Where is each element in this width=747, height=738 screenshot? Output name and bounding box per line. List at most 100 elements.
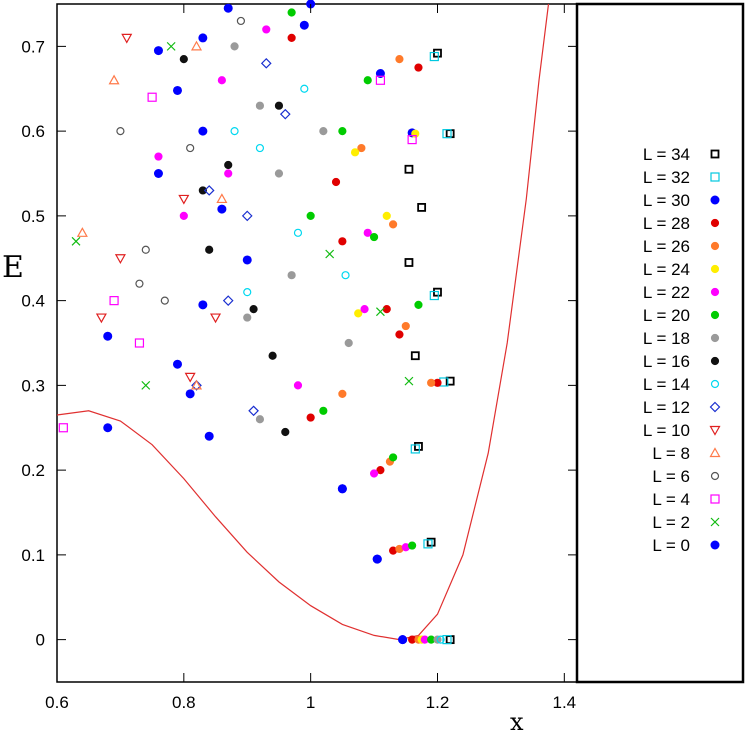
data-point (248, 405, 259, 417)
legend-marker (710, 471, 720, 481)
legend-frame (575, 2, 745, 684)
data-point (287, 33, 296, 43)
data-point (404, 376, 414, 386)
x-tick-label: 0.8 (172, 693, 196, 712)
legend-label: L = 14 (643, 375, 690, 394)
legend-label: L = 26 (643, 237, 690, 256)
data-point (414, 63, 423, 72)
legend-marker (710, 241, 720, 251)
data-point (423, 539, 433, 549)
data-point (116, 127, 125, 136)
series-l-28 (287, 33, 442, 644)
data-point (404, 258, 414, 267)
series-l-20 (287, 8, 436, 644)
y-axis-label: E (2, 250, 24, 285)
data-point (410, 351, 420, 361)
data-point (186, 143, 195, 153)
data-point (433, 48, 442, 58)
x-tick-label: 1.2 (426, 693, 450, 712)
data-point (172, 359, 182, 369)
data-point (217, 76, 226, 85)
data-point (141, 245, 150, 254)
data-point (293, 381, 303, 390)
data-point (190, 40, 203, 51)
data-point (166, 41, 176, 51)
legend-label: L = 24 (643, 260, 690, 279)
data-point (134, 338, 145, 348)
data-point (198, 33, 208, 43)
y-tick-label: 0.4 (21, 292, 45, 311)
legend: L = 34 L = 32 L = 30 L = 28 L = 26 L = 24 L = … (643, 145, 721, 555)
data-point (319, 127, 328, 136)
legend-marker (710, 356, 720, 366)
data-point (108, 74, 120, 85)
x-tick-label: 1.4 (552, 693, 576, 712)
y-tick-label: 0.3 (21, 376, 45, 395)
legend-marker (709, 447, 721, 458)
series-l-8 (76, 40, 228, 390)
data-point (216, 193, 228, 204)
x-tick-label: 0.6 (45, 693, 69, 712)
data-point (293, 228, 303, 237)
data-point (236, 16, 246, 26)
data-point (442, 635, 452, 645)
data-point (376, 466, 385, 475)
data-point (363, 76, 372, 85)
series-l-14 (230, 84, 445, 644)
data-point (153, 169, 163, 178)
curves-layer (56, 3, 550, 641)
legend-label: L = 0 (652, 536, 690, 555)
series-l-32 (410, 51, 452, 645)
data-point (445, 635, 455, 645)
y-tick-label: 0.6 (21, 122, 45, 141)
data-point (205, 245, 214, 254)
data-point (184, 372, 196, 383)
data-point (204, 431, 214, 441)
legend-label: L = 34 (643, 145, 690, 164)
data-point (224, 169, 233, 178)
data-point (338, 127, 347, 136)
data-point (58, 423, 68, 433)
data-point (445, 376, 455, 386)
data-point (382, 211, 391, 220)
data-point (71, 236, 81, 246)
series-l-24 (350, 129, 426, 644)
data-point (114, 254, 126, 264)
data-point (243, 288, 252, 297)
y-tick-label: 0.2 (21, 461, 45, 480)
potential-curve (56, 3, 550, 641)
data-point (103, 423, 113, 433)
data-point (287, 271, 296, 280)
data-point (160, 296, 169, 305)
data-point (260, 57, 272, 69)
legend-marker (710, 379, 720, 389)
legend-marker (710, 172, 720, 182)
data-point (445, 129, 455, 139)
legend-marker (709, 401, 721, 413)
data-point (179, 54, 188, 64)
series-l-22 (154, 25, 429, 644)
legend-label: L = 2 (652, 513, 690, 532)
data-point (369, 232, 379, 242)
data-point (375, 75, 386, 85)
data-point (230, 127, 239, 136)
data-point (179, 211, 188, 220)
x-tick-label: 1 (306, 693, 315, 712)
legend-label: L = 28 (643, 214, 690, 233)
data-point (191, 380, 202, 391)
data-point (109, 296, 119, 306)
data-point (417, 202, 427, 212)
data-point (331, 177, 341, 187)
data-point (404, 164, 414, 174)
data-point (388, 220, 398, 229)
data-point (410, 444, 420, 454)
data-point (279, 108, 291, 120)
legend-label: L = 8 (652, 444, 690, 463)
legend-label: L = 10 (643, 421, 690, 440)
data-point (395, 330, 404, 339)
legend-label: L = 16 (643, 352, 690, 371)
data-point (407, 135, 417, 145)
data-point (369, 469, 379, 478)
data-point (436, 635, 445, 644)
